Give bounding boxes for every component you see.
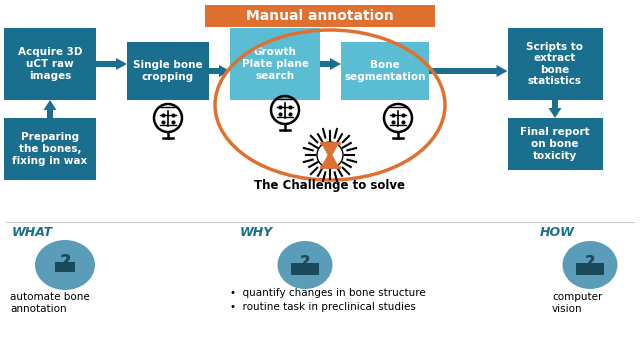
Polygon shape	[429, 65, 508, 77]
Polygon shape	[209, 65, 230, 77]
Text: Final report
on bone
toxicity: Final report on bone toxicity	[520, 127, 590, 161]
Polygon shape	[320, 58, 341, 70]
Text: WHAT: WHAT	[12, 225, 53, 238]
Text: ?: ?	[60, 252, 70, 271]
FancyBboxPatch shape	[4, 118, 96, 180]
Polygon shape	[322, 144, 338, 155]
Circle shape	[317, 142, 343, 168]
Text: WHY: WHY	[240, 225, 273, 238]
FancyBboxPatch shape	[341, 42, 429, 100]
Text: Single bone
cropping: Single bone cropping	[133, 60, 203, 82]
Text: •  routine task in preclinical studies: • routine task in preclinical studies	[230, 302, 416, 312]
Text: The Challenge to solve: The Challenge to solve	[255, 179, 406, 192]
Ellipse shape	[278, 241, 333, 289]
Text: HOW: HOW	[540, 225, 575, 238]
Text: ?: ?	[300, 254, 310, 272]
Text: ?: ?	[585, 254, 595, 272]
FancyBboxPatch shape	[205, 5, 435, 27]
FancyBboxPatch shape	[230, 28, 320, 100]
FancyBboxPatch shape	[4, 28, 96, 100]
FancyBboxPatch shape	[508, 28, 602, 100]
FancyBboxPatch shape	[291, 263, 319, 275]
Polygon shape	[548, 100, 561, 118]
Ellipse shape	[35, 240, 95, 290]
Text: automate bone
annotation: automate bone annotation	[10, 292, 90, 314]
Text: Acquire 3D
uCT raw
images: Acquire 3D uCT raw images	[18, 48, 83, 81]
FancyBboxPatch shape	[576, 263, 604, 275]
Text: Preparing
the bones,
fixing in wax: Preparing the bones, fixing in wax	[12, 132, 88, 166]
Text: computer
vision: computer vision	[552, 292, 602, 314]
FancyBboxPatch shape	[127, 42, 209, 100]
Text: •  quantify changes in bone structure: • quantify changes in bone structure	[230, 288, 426, 298]
Ellipse shape	[563, 241, 618, 289]
FancyBboxPatch shape	[508, 118, 602, 170]
Polygon shape	[44, 100, 56, 118]
Text: Manual annotation: Manual annotation	[246, 9, 394, 23]
Polygon shape	[322, 155, 338, 166]
Text: Bone
segmentation: Bone segmentation	[344, 60, 426, 82]
Text: Scripts to
extract
bone
statistics: Scripts to extract bone statistics	[527, 42, 584, 86]
Text: Growth
Plate plane
search: Growth Plate plane search	[241, 48, 308, 81]
Polygon shape	[96, 58, 127, 70]
FancyBboxPatch shape	[55, 262, 75, 272]
